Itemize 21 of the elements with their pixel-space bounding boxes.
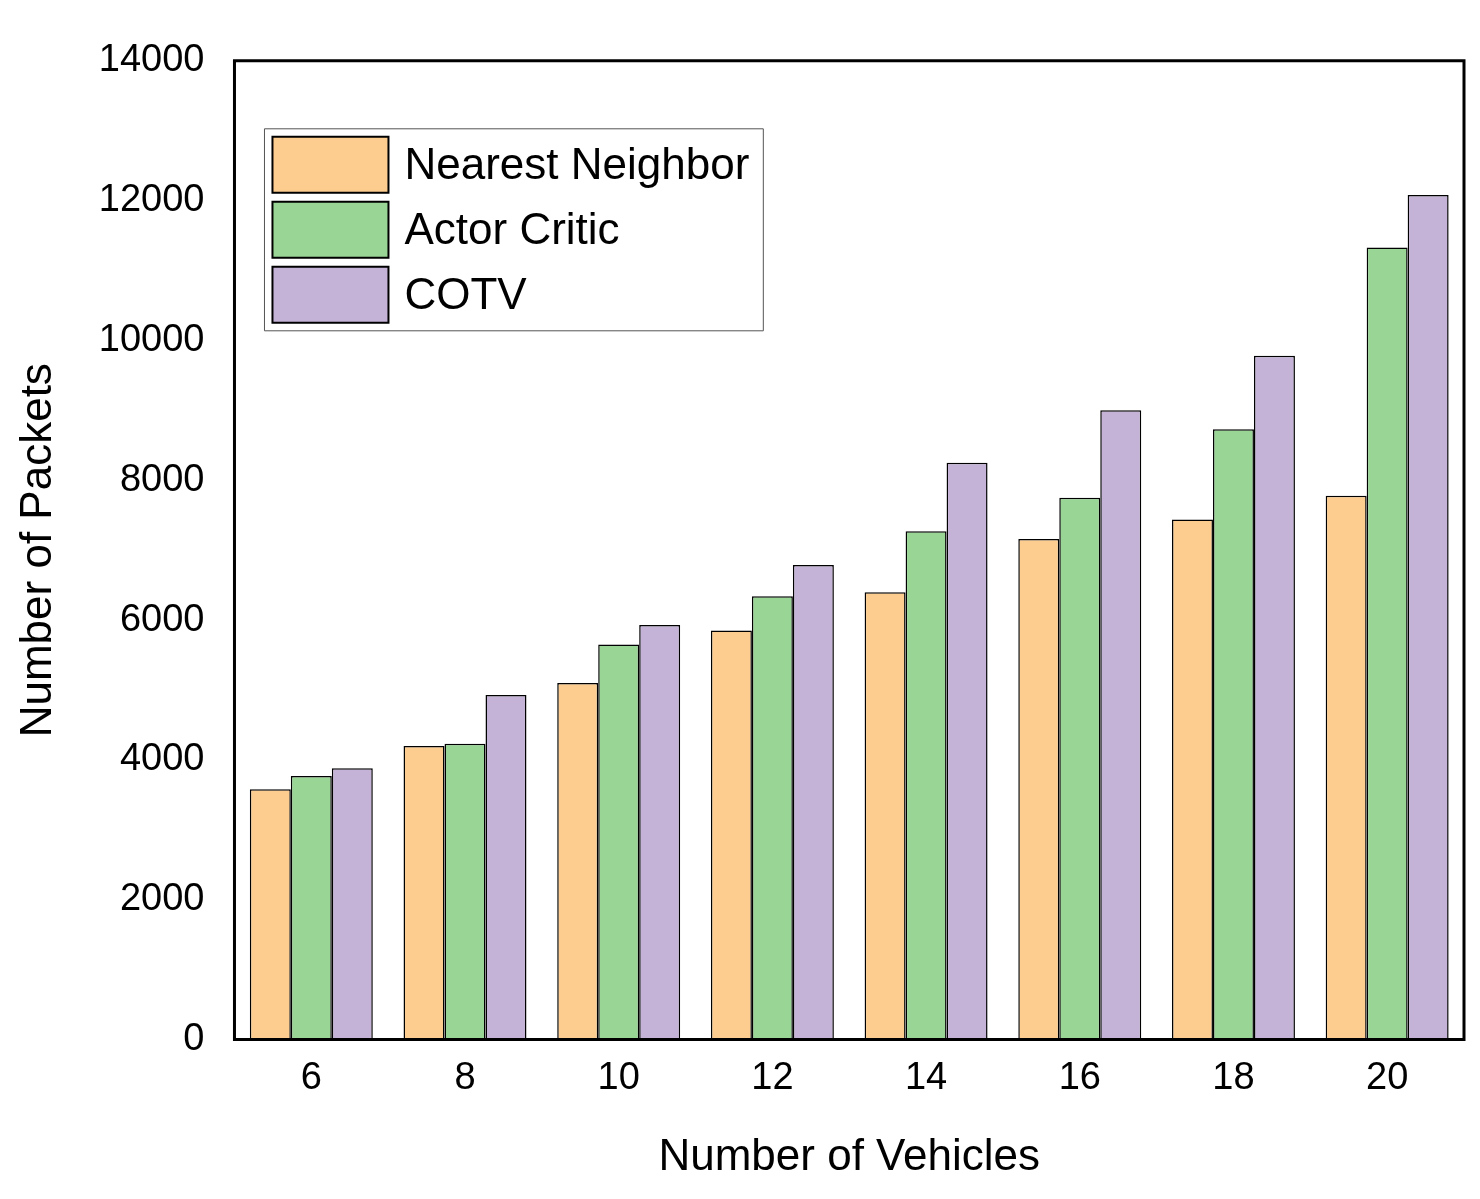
y-tick-label: 6000: [119, 596, 205, 639]
legend-label: COTV: [404, 268, 528, 318]
legend-label: Nearest Neighbor: [404, 138, 750, 188]
x-tick-label: 18: [1212, 1054, 1255, 1097]
x-tick-label: 16: [1058, 1054, 1101, 1097]
legend-label: Actor Critic: [404, 203, 620, 253]
x-axis-title: Number of Vehicles: [658, 1129, 1040, 1179]
y-tick-label: 10000: [98, 316, 205, 359]
y-tick-label: 14000: [98, 37, 205, 80]
y-tick-label: 8000: [119, 456, 205, 499]
x-tick-label: 8: [454, 1054, 476, 1097]
y-tick-label: 2000: [119, 876, 205, 919]
x-tick-label: 14: [904, 1054, 948, 1097]
x-tick-label: 10: [597, 1054, 640, 1097]
y-axis-title: Number of Packets: [10, 363, 60, 738]
y-tick-label: 0: [183, 1016, 205, 1059]
x-tick-label: 12: [751, 1054, 794, 1097]
y-tick-label: 4000: [119, 736, 205, 779]
y-tick-label: 12000: [98, 177, 205, 220]
x-tick-label: 6: [300, 1054, 322, 1097]
x-tick-label: 20: [1366, 1054, 1409, 1097]
